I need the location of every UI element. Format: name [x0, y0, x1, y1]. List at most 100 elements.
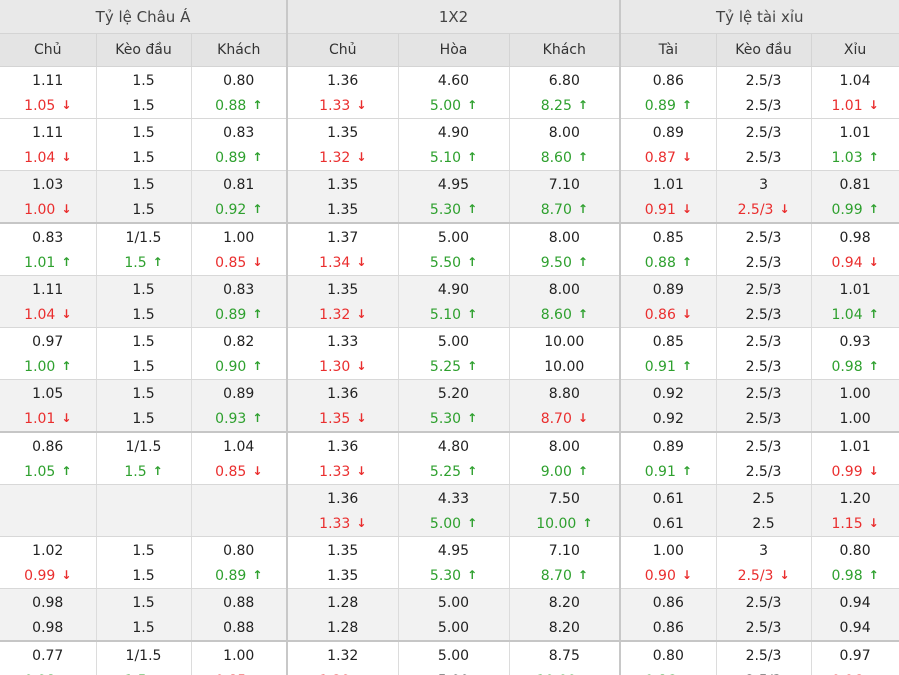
odds-value: 2.5/3	[745, 647, 782, 664]
odds-value: 0.88	[215, 97, 247, 114]
odds-cell: 5.00	[398, 641, 510, 668]
odds-value: 0.94	[839, 594, 871, 611]
arrow-down-icon: ↓	[356, 515, 367, 530]
odds-cell: 1.01	[620, 170, 717, 197]
arrow-up-icon: ↑	[252, 97, 263, 112]
odds-cell: 4.60	[398, 66, 510, 93]
odds-row-opening: 1.11 1.5 0.80 1.36 4.60 6.80 0.86 2.5/3 1.04	[0, 66, 899, 93]
odds-cell: 0.86	[620, 588, 717, 615]
odds-value: 1.20	[839, 490, 871, 507]
odds-value: 1.32	[319, 306, 351, 323]
odds-value: 1.5	[132, 385, 155, 402]
odds-cell: 1.5 ↑	[96, 459, 192, 485]
odds-value: 0.86	[32, 438, 64, 455]
odds-cell: 2.5/3	[716, 223, 812, 250]
odds-value: 2.5/3	[745, 410, 782, 427]
odds-cell: 0.91 ↑	[620, 459, 717, 485]
odds-cell: 0.98	[811, 223, 899, 250]
arrow-up-icon: ↑	[681, 463, 692, 478]
odds-cell: 5.00	[398, 588, 510, 615]
odds-row-current: 1.04 ↓ 1.5 0.89 ↑ 1.32 ↓ 5.10 ↑ 8.60 ↑ 0.87 ↓ 2.5/3 1.…	[0, 145, 899, 171]
odds-value: 0.94	[839, 619, 871, 636]
odds-value: 2.5	[752, 490, 775, 507]
odds-value: 2.5/3	[745, 333, 782, 350]
odds-value: 1.00	[223, 647, 255, 664]
arrow-up-icon: ↑	[467, 515, 478, 530]
odds-value: 4.95	[437, 176, 470, 193]
odds-value: 3	[759, 542, 768, 559]
odds-cell: 0.86 ↓	[620, 302, 717, 328]
odds-value: 1.01	[652, 176, 684, 193]
odds-cell: 1.00	[620, 536, 717, 563]
odds-row-current: 0.98 1.5 0.88 1.28 5.00 8.20 0.86 2.5/3 0.94	[0, 615, 899, 642]
arrow-up-icon: ↑	[467, 306, 478, 321]
odds-value: 5.00	[438, 673, 469, 675]
odds-value: 1.11	[32, 281, 64, 298]
arrow-up-icon: ↑	[61, 254, 72, 269]
odds-cell: 5.00 ↑	[398, 93, 510, 119]
odds-cell: 1.5	[96, 379, 192, 406]
odds-value: 0.98	[839, 229, 871, 246]
odds-cell: 0.89	[620, 275, 717, 302]
odds-value: 1/1.5	[125, 229, 162, 246]
odds-value: 4.33	[437, 490, 470, 507]
arrow-down-icon: ↓	[868, 463, 879, 478]
odds-value: 0.89	[652, 438, 684, 455]
odds-value: 1.00	[839, 410, 871, 427]
arrow-up-icon: ↑	[682, 674, 692, 675]
odds-value: 5.30	[429, 410, 462, 427]
odds-cell: 0.80	[811, 536, 899, 563]
odds-row-opening: 1.02 1.5 0.80 1.35 4.95 7.10 1.00 3 0.80	[0, 536, 899, 563]
arrow-up-icon: ↑	[868, 149, 879, 164]
odds-cell: 1.35 ↓	[287, 406, 399, 433]
odds-value: 0.85	[215, 673, 246, 675]
odds-cell: 1.05 ↑	[0, 459, 97, 485]
odds-cell: 0.88 ↑	[191, 93, 289, 119]
odds-cell: 10.00	[509, 354, 622, 380]
odds-cell: 0.85 ↓	[191, 459, 289, 485]
odds-cell: 7.10	[509, 536, 622, 563]
odds-cell: 1.33 ↓	[287, 459, 399, 485]
odds-value: 10.00	[536, 673, 576, 675]
odds-value: 9.50	[540, 254, 572, 271]
odds-cell: 0.98	[0, 588, 97, 615]
odds-cell: 0.90 ↓	[620, 563, 717, 589]
odds-value: 1.33	[319, 515, 351, 532]
odds-cell: 5.00	[398, 668, 510, 675]
group-header-row: Tỷ lệ Châu Á 1X2 Tỷ lệ tài xỉu	[0, 0, 899, 34]
odds-row-opening: 1.05 1.5 0.89 1.36 5.20 8.80 0.92 2.5/3 1.00	[0, 379, 899, 406]
odds-cell: 2.5/3	[716, 302, 812, 328]
arrow-up-icon: ↑	[868, 201, 879, 216]
odds-value: 2.5/3	[745, 594, 782, 611]
arrow-down-icon: ↓	[356, 674, 366, 675]
arrow-down-icon: ↓	[356, 463, 367, 478]
odds-cell: 1.29 ↓	[287, 668, 399, 675]
odds-cell: 3	[716, 170, 812, 197]
odds-cell: 1.01 ↓	[811, 93, 899, 119]
odds-cell: 0.81	[191, 170, 289, 197]
odds-value: 0.80	[223, 542, 255, 559]
odds-cell: 1.11	[0, 66, 97, 93]
odds-value: 0.92	[215, 201, 247, 218]
odds-value: 2.5/3	[745, 281, 782, 298]
arrow-up-icon: ↑	[467, 463, 478, 478]
odds-value: 5.00	[437, 619, 470, 636]
arrow-up-icon: ↑	[582, 515, 593, 530]
odds-cell: 4.95	[398, 170, 510, 197]
odds-cell: 0.93 ↑	[191, 406, 289, 433]
odds-row-opening: 1.11 1.5 0.83 1.35 4.90 8.00 0.89 2.5/3 1.01	[0, 275, 899, 302]
odds-value: 8.00	[548, 281, 580, 298]
odds-cell: 1.34 ↓	[287, 250, 399, 276]
arrow-down-icon: ↓	[61, 149, 72, 164]
odds-cell: 1.32	[287, 641, 399, 668]
odds-value: 1.04	[24, 149, 56, 166]
odds-value: 8.70	[540, 410, 572, 427]
odds-value: 5.30	[429, 567, 462, 584]
arrow-down-icon: ↓	[869, 674, 879, 675]
arrow-up-icon: ↑	[868, 358, 879, 373]
arrow-down-icon: ↓	[356, 254, 367, 269]
odds-cell: 8.20	[509, 615, 622, 642]
arrow-down-icon: ↓	[252, 463, 263, 478]
odds-cell: 8.80	[509, 379, 622, 406]
arrow-down-icon: ↓	[681, 306, 692, 321]
